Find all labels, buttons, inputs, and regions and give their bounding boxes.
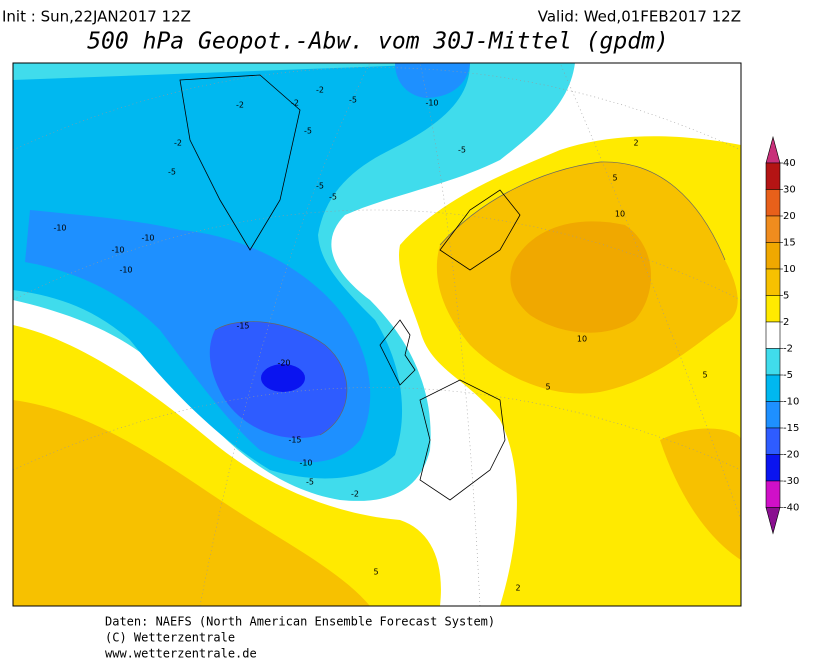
footer-line: Daten: NAEFS (North American Ensemble Fo… — [105, 615, 495, 629]
negative-area — [261, 364, 305, 392]
contour-label: -2 — [316, 86, 324, 95]
contour-label: -10 — [119, 266, 132, 275]
legend-swatch — [765, 215, 781, 243]
legend-swatch — [765, 507, 781, 535]
legend-label: -2 — [783, 344, 793, 355]
contour-label: 5 — [612, 174, 617, 183]
contour-label: -2 — [236, 101, 244, 110]
legend-swatch — [765, 427, 781, 455]
legend-swatch — [765, 454, 781, 482]
contour-label: 2 — [633, 139, 638, 148]
legend-swatch — [765, 321, 781, 349]
contour-label: 10 — [577, 335, 587, 344]
legend-label: -5 — [783, 370, 793, 381]
grid-line — [13, 387, 741, 471]
legend-swatch — [765, 162, 781, 190]
grid-line — [13, 67, 741, 151]
legend-swatch — [765, 268, 781, 296]
contour-label: -5 — [168, 168, 176, 177]
contour-label: -2 — [174, 139, 182, 148]
contour-labels: -2 -2 -5 -10 -5 -5 -5 -5 -5 -2 -10 -10 -… — [53, 86, 707, 593]
contour-label: -15 — [288, 436, 301, 445]
contour-label: -10 — [141, 234, 154, 243]
map-title: 500 hPa Geopot.-Abw. vom 30J-Mittel (gpd… — [87, 29, 669, 55]
contour-label: -20 — [277, 359, 290, 368]
contour-label: -10 — [425, 99, 438, 108]
contour-label: -5 — [304, 127, 312, 136]
contour-label: -5 — [316, 182, 324, 191]
coastline — [419, 379, 506, 501]
contour-label: -2 — [291, 99, 299, 108]
contour-label: -5 — [306, 478, 314, 487]
footer-line: (C) Wetterzentrale — [105, 631, 235, 645]
legend-swatch — [765, 242, 781, 270]
contour-label: 10 — [615, 210, 625, 219]
legend-label: 5 — [783, 291, 789, 302]
contour-label: -15 — [236, 322, 249, 331]
positive-area — [13, 400, 370, 606]
legend-label: 40 — [783, 158, 796, 169]
legend-label: 30 — [783, 185, 796, 196]
coastline — [379, 319, 416, 386]
contour-label: 5 — [373, 568, 378, 577]
init-time: Init : Sun,22JAN2017 12Z — [2, 8, 191, 26]
coastline — [179, 74, 301, 251]
positive-area — [510, 221, 652, 333]
legend-label: -10 — [783, 397, 799, 408]
contour-label: -5 — [458, 146, 466, 155]
legend-swatch — [765, 295, 781, 323]
legend-label: -20 — [783, 450, 799, 461]
legend-swatch — [765, 480, 781, 508]
legend-label: 2 — [783, 317, 789, 328]
legend-swatch — [765, 374, 781, 402]
isoline — [214, 321, 348, 436]
legend-label: 15 — [783, 238, 796, 249]
color-legend: 40 30 20 15 10 5 2 -2 -5 -10 -15 -20 -30 -40 — [765, 135, 799, 535]
footer-line: www.wetterzentrale.de — [105, 647, 257, 661]
contour-label: 5 — [702, 371, 707, 380]
map — [12, 62, 742, 607]
legend-label: -30 — [783, 476, 799, 487]
legend-swatch — [765, 189, 781, 217]
isoline — [439, 161, 726, 261]
valid-time: Valid: Wed,01FEB2017 12Z — [538, 8, 741, 26]
legend-label: -40 — [783, 503, 799, 514]
legend-label: 20 — [783, 211, 796, 222]
contour-label: -10 — [111, 246, 124, 255]
contour-label: -2 — [351, 490, 359, 499]
contour-label: -5 — [349, 96, 357, 105]
contour-label: -5 — [329, 193, 337, 202]
grid-line — [13, 209, 741, 301]
grid-line — [419, 63, 481, 606]
legend-swatch — [765, 348, 781, 376]
legend-swatch — [765, 401, 781, 429]
coastline — [439, 189, 521, 271]
contour-label: 2 — [515, 584, 520, 593]
map-frame — [12, 62, 742, 607]
negative-area — [395, 63, 470, 98]
contour-label: -10 — [53, 224, 66, 233]
legend-label: 10 — [783, 264, 796, 275]
legend-label: -15 — [783, 423, 799, 434]
positive-area — [660, 428, 741, 560]
contour-label: -10 — [299, 459, 312, 468]
contour-label: 5 — [545, 383, 550, 392]
